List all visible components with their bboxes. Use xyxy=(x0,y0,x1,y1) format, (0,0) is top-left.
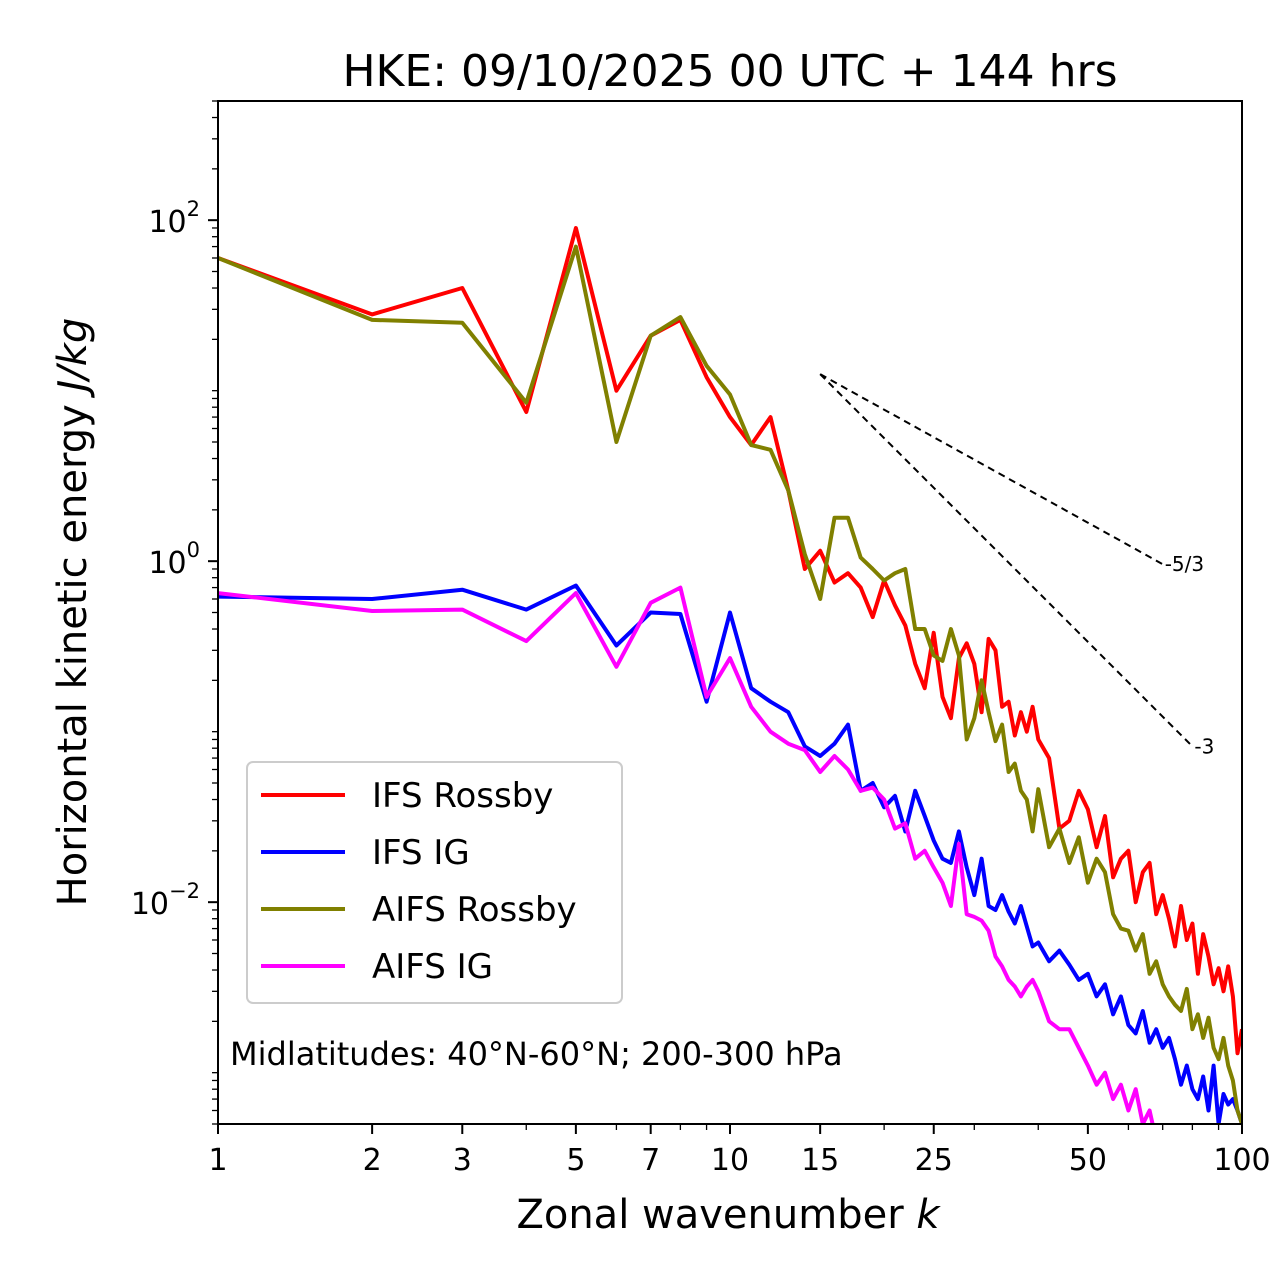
x-tick-label: 15 xyxy=(801,1143,839,1178)
legend-label: IFS Rossby xyxy=(372,776,553,816)
y-tick-label: 102 xyxy=(148,197,200,240)
x-tick-label: 1 xyxy=(208,1143,227,1178)
x-tick-label: 100 xyxy=(1213,1143,1270,1178)
x-tick-label: 5 xyxy=(566,1143,585,1178)
x-tick-label: 25 xyxy=(915,1143,953,1178)
y-axis-label: Horizontal kinetic energy J/kg xyxy=(50,318,96,907)
data-series xyxy=(218,226,1242,1124)
x-axis-label: Zonal wavenumber k xyxy=(516,1192,941,1238)
region-annotation: Midlatitudes: 40°N-60°N; 200-300 hPa xyxy=(230,1035,843,1073)
legend-label: AIFS IG xyxy=(372,947,493,987)
series-line-aifs-ig xyxy=(218,585,1163,1124)
y-axis-label-unit: J/kg xyxy=(50,318,96,399)
legend-box xyxy=(246,761,623,1004)
x-axis-label-var: k xyxy=(916,1192,941,1238)
reference-line-label: -5/3 xyxy=(1165,552,1204,576)
y-tick-label: 100 xyxy=(148,538,200,581)
series-line-aifs-rossby xyxy=(218,244,1242,1124)
y-tick-label: 10−2 xyxy=(131,879,200,922)
x-tick-label: 50 xyxy=(1069,1143,1107,1178)
legend-label: AIFS Rossby xyxy=(372,890,577,930)
y-axis-label-text: Horizontal kinetic energy xyxy=(50,404,96,906)
x-tick-label: 7 xyxy=(641,1143,660,1178)
x-axis-label-text: Zonal wavenumber xyxy=(516,1192,904,1238)
legend-label: IFS IG xyxy=(372,833,470,873)
series-line-ifs-rossby xyxy=(218,226,1242,1056)
chart-title: HKE: 09/10/2025 00 UTC + 144 hrs xyxy=(342,46,1117,97)
legend: IFS Rossby IFS IG AIFS Rossby AIFS IG xyxy=(246,761,623,1004)
series-line-ifs-ig xyxy=(218,583,1242,1124)
x-tick-label: 2 xyxy=(363,1143,382,1178)
x-tick-label: 3 xyxy=(453,1143,472,1178)
reference-line-label: -3 xyxy=(1194,734,1214,758)
axis-ticks: 1 2 3 5 7 10 15 25 50 100 102 100 10−2 xyxy=(131,100,1271,1178)
x-tick-label: 10 xyxy=(711,1143,749,1178)
reference-line xyxy=(819,373,1194,748)
reference-slope-lines: -5/3 -3 xyxy=(819,373,1214,758)
reference-line xyxy=(819,373,1164,566)
plot-frame xyxy=(217,100,1243,1125)
